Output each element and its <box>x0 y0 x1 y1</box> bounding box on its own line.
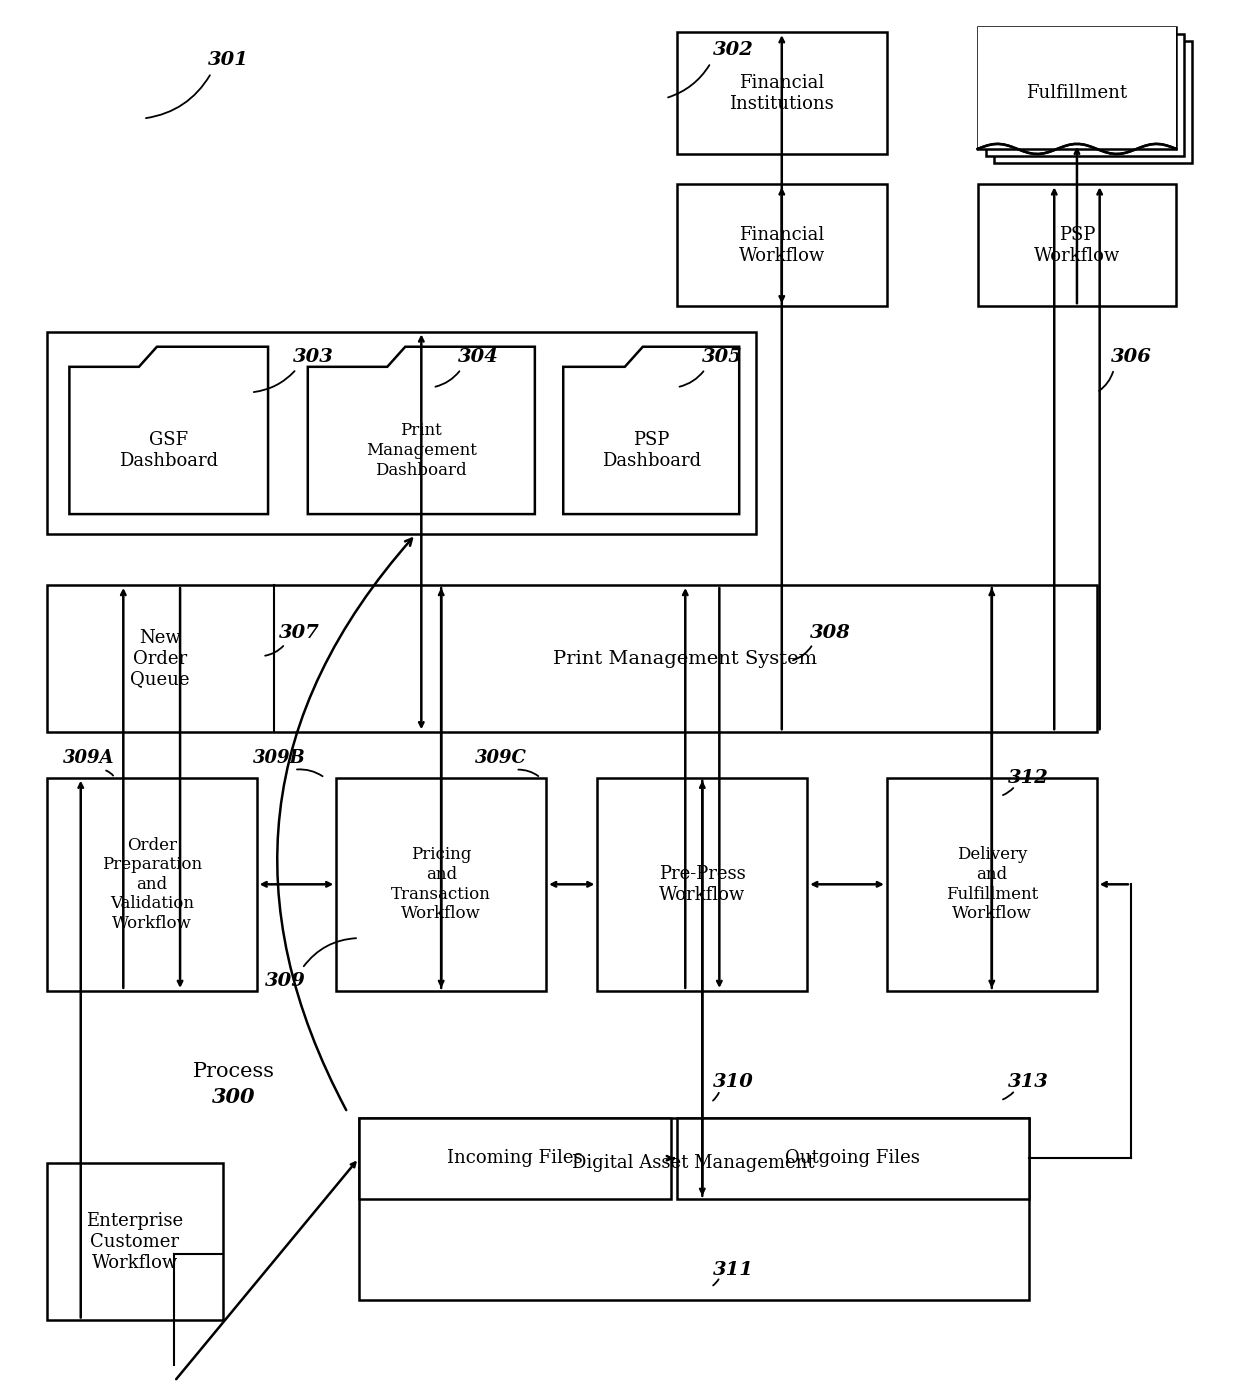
Bar <box>993 42 1192 163</box>
FancyArrowPatch shape <box>518 770 538 776</box>
Bar <box>598 778 807 990</box>
FancyArrowPatch shape <box>278 539 412 1111</box>
Text: PSP
Workflow: PSP Workflow <box>1034 226 1120 265</box>
Text: 311: 311 <box>713 1260 754 1278</box>
Bar <box>358 1118 671 1199</box>
FancyArrowPatch shape <box>1003 788 1013 795</box>
Text: Delivery
and
Fulfillment
Workflow: Delivery and Fulfillment Workflow <box>946 846 1038 922</box>
Text: Outgoing Files: Outgoing Files <box>785 1150 920 1168</box>
FancyArrowPatch shape <box>296 769 322 776</box>
Bar <box>677 184 887 306</box>
Text: 307: 307 <box>279 623 320 641</box>
Bar <box>336 778 546 990</box>
Bar <box>47 584 1097 733</box>
FancyArrowPatch shape <box>668 65 709 97</box>
Polygon shape <box>563 346 739 514</box>
Text: Financial
Institutions: Financial Institutions <box>729 73 835 112</box>
Text: 306: 306 <box>1111 348 1151 366</box>
Polygon shape <box>308 346 534 514</box>
Text: 313: 313 <box>1008 1073 1049 1091</box>
Bar <box>47 331 756 535</box>
FancyArrowPatch shape <box>792 647 811 661</box>
Text: 309B: 309B <box>253 748 306 766</box>
Text: Financial
Workflow: Financial Workflow <box>739 226 825 265</box>
Text: 303: 303 <box>293 348 334 366</box>
FancyArrowPatch shape <box>304 938 356 967</box>
Text: 309: 309 <box>264 972 305 990</box>
FancyArrowPatch shape <box>1099 371 1114 391</box>
Text: 308: 308 <box>810 623 851 641</box>
Bar <box>986 35 1184 157</box>
Bar <box>977 28 1177 150</box>
Bar <box>358 1118 1029 1301</box>
FancyArrowPatch shape <box>146 75 210 118</box>
Text: Incoming Files: Incoming Files <box>448 1150 583 1168</box>
FancyArrowPatch shape <box>1003 1093 1013 1100</box>
Text: 309A: 309A <box>63 748 114 766</box>
Text: Pre-Press
Workflow: Pre-Press Workflow <box>658 864 745 904</box>
Text: PSP
Dashboard: PSP Dashboard <box>601 431 701 470</box>
Text: Fulfillment: Fulfillment <box>1027 84 1127 102</box>
Text: 302: 302 <box>713 40 754 58</box>
Text: Pricing
and
Transaction
Workflow: Pricing and Transaction Workflow <box>392 846 491 922</box>
Text: 309C: 309C <box>475 748 527 766</box>
Bar <box>677 1118 1029 1199</box>
FancyArrowPatch shape <box>265 645 283 655</box>
Polygon shape <box>69 346 268 514</box>
Text: 304: 304 <box>458 348 498 366</box>
Bar <box>677 32 887 154</box>
FancyArrowPatch shape <box>107 770 113 776</box>
Bar <box>887 778 1097 990</box>
Text: Print
Management
Dashboard: Print Management Dashboard <box>366 422 476 479</box>
Text: GSF
Dashboard: GSF Dashboard <box>119 431 218 470</box>
Text: 312: 312 <box>1008 769 1049 787</box>
Text: 300: 300 <box>212 1087 255 1108</box>
Text: 310: 310 <box>713 1073 754 1091</box>
Text: New
Order
Queue: New Order Queue <box>130 629 190 688</box>
Text: 305: 305 <box>702 348 743 366</box>
Bar <box>977 184 1177 306</box>
Text: Order
Preparation
and
Validation
Workflow: Order Preparation and Validation Workflo… <box>102 837 202 932</box>
FancyArrowPatch shape <box>713 1093 719 1101</box>
Text: Process: Process <box>193 1062 275 1082</box>
Text: 301: 301 <box>208 51 249 69</box>
Bar <box>47 778 257 990</box>
Bar <box>977 28 1177 147</box>
FancyArrowPatch shape <box>435 371 459 386</box>
FancyArrowPatch shape <box>254 371 295 392</box>
FancyArrowPatch shape <box>680 371 703 386</box>
Bar <box>47 1163 223 1320</box>
Text: Enterprise
Customer
Workflow: Enterprise Customer Workflow <box>86 1212 184 1271</box>
Text: Digital Asset Management: Digital Asset Management <box>573 1154 815 1172</box>
Text: Print Management System: Print Management System <box>553 650 817 668</box>
FancyArrowPatch shape <box>713 1280 719 1285</box>
